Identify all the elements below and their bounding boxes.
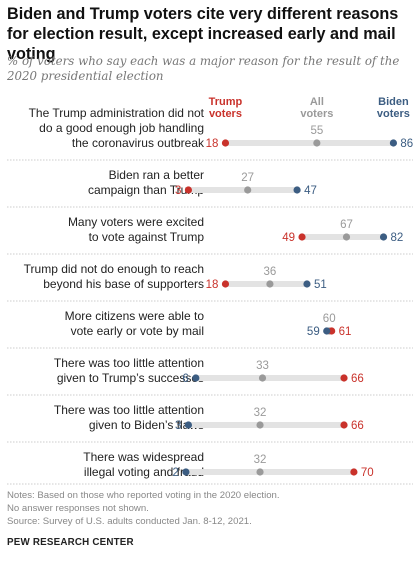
trump-value-label: 18 [206, 138, 219, 150]
biden-value-label: 3 [175, 420, 181, 432]
legend-all-label: All [310, 96, 324, 108]
trump-dot [221, 139, 230, 147]
biden-dot [182, 468, 190, 476]
row-label: Biden ran a better [109, 168, 204, 182]
all-value-label: 55 [310, 125, 323, 137]
row-label: to vote against Trump [89, 230, 205, 244]
range-bar [185, 469, 354, 475]
all-value-label: 32 [254, 407, 267, 419]
biden-dot [192, 374, 200, 382]
all-value-label: 36 [264, 266, 277, 278]
trump-value-label: 49 [282, 232, 295, 244]
biden-dot [379, 233, 388, 241]
biden-value-label: 82 [391, 232, 404, 244]
range-bar [225, 281, 307, 287]
row-label: There was too little attention [54, 356, 204, 370]
note-line: Notes: Based on those who reported votin… [7, 490, 280, 501]
all-dot [258, 374, 267, 382]
biden-dot [389, 139, 398, 147]
trump-dot [340, 421, 348, 429]
all-value-label: 60 [323, 313, 336, 325]
chart-notes: Notes: Based on those who reported votin… [7, 489, 280, 528]
biden-value-label: 86 [400, 138, 413, 150]
all-dot [266, 280, 274, 288]
row-label: beyond his base of supporters [43, 277, 204, 291]
all-dot [256, 468, 264, 476]
source-line: Source: Survey of U.S. adults conducted … [7, 516, 252, 527]
biden-value-label: 2 [173, 467, 179, 479]
row-label: the coronavirus outbreak [72, 136, 205, 150]
trump-value-label: 3 [175, 185, 181, 197]
trump-dot [340, 374, 348, 382]
row-label: The Trump administration did not [29, 106, 205, 120]
all-value-label: 67 [340, 219, 353, 231]
biden-value-label: 6 [182, 373, 188, 385]
trump-dot [350, 468, 358, 476]
row-label: do a good enough job handling [39, 121, 204, 135]
pew-brand-label: PEW RESEARCH CENTER [7, 537, 134, 548]
row-label: More citizens were able to [65, 309, 205, 323]
trump-value-label: 66 [351, 420, 364, 432]
row-label: There was widespread [83, 450, 204, 464]
row-label: given to Trump’s successes [57, 371, 204, 385]
row-label: Trump did not do enough to reach [24, 262, 204, 276]
biden-value-label: 51 [314, 279, 327, 291]
row-label: given to Biden’s flaws [89, 418, 204, 432]
note-line: No answer responses not shown. [7, 503, 149, 514]
chart-title: Biden and Trump voters cite very differe… [7, 5, 399, 63]
all-value-label: 33 [256, 360, 269, 372]
legend-trump-label: voters [209, 108, 242, 120]
all-dot [313, 139, 321, 147]
all-value-label: 32 [254, 454, 267, 466]
all-dot [256, 421, 264, 429]
chart-subtitle: % of voters who say each was a major rea… [7, 54, 400, 83]
trump-dot [184, 186, 193, 194]
biden-dot [184, 421, 193, 429]
row-label: illegal voting and fraud [84, 465, 204, 479]
legend-biden-label: voters [377, 108, 410, 120]
trump-value-label: 66 [351, 373, 364, 385]
range-bar [302, 234, 384, 240]
biden-dot [293, 186, 301, 194]
biden-dot [323, 327, 331, 335]
biden-value-label: 59 [307, 326, 320, 338]
trump-dot [298, 233, 306, 241]
row-label: campaign than Trump [88, 183, 204, 197]
all-dot [244, 186, 252, 194]
legend-biden-label: Biden [378, 96, 409, 108]
range-bar [225, 140, 394, 146]
trump-dot [221, 280, 230, 288]
all-value-label: 27 [241, 172, 254, 184]
biden-value-label: 47 [304, 185, 317, 197]
range-bar [188, 187, 298, 193]
range-bar [195, 375, 345, 381]
trump-value-label: 70 [361, 467, 374, 479]
row-label: vote early or vote by mail [71, 324, 204, 338]
legend-all-label: voters [300, 108, 333, 120]
biden-dot [303, 280, 311, 288]
legend-trump-label: Trump [209, 96, 243, 108]
row-label: There was too little attention [54, 403, 204, 417]
trump-value-label: 61 [339, 326, 352, 338]
trump-value-label: 18 [206, 279, 219, 291]
range-bar [188, 422, 345, 428]
row-label: Many voters were excited [68, 215, 204, 229]
all-dot [342, 233, 351, 241]
trump-dot [328, 327, 336, 335]
